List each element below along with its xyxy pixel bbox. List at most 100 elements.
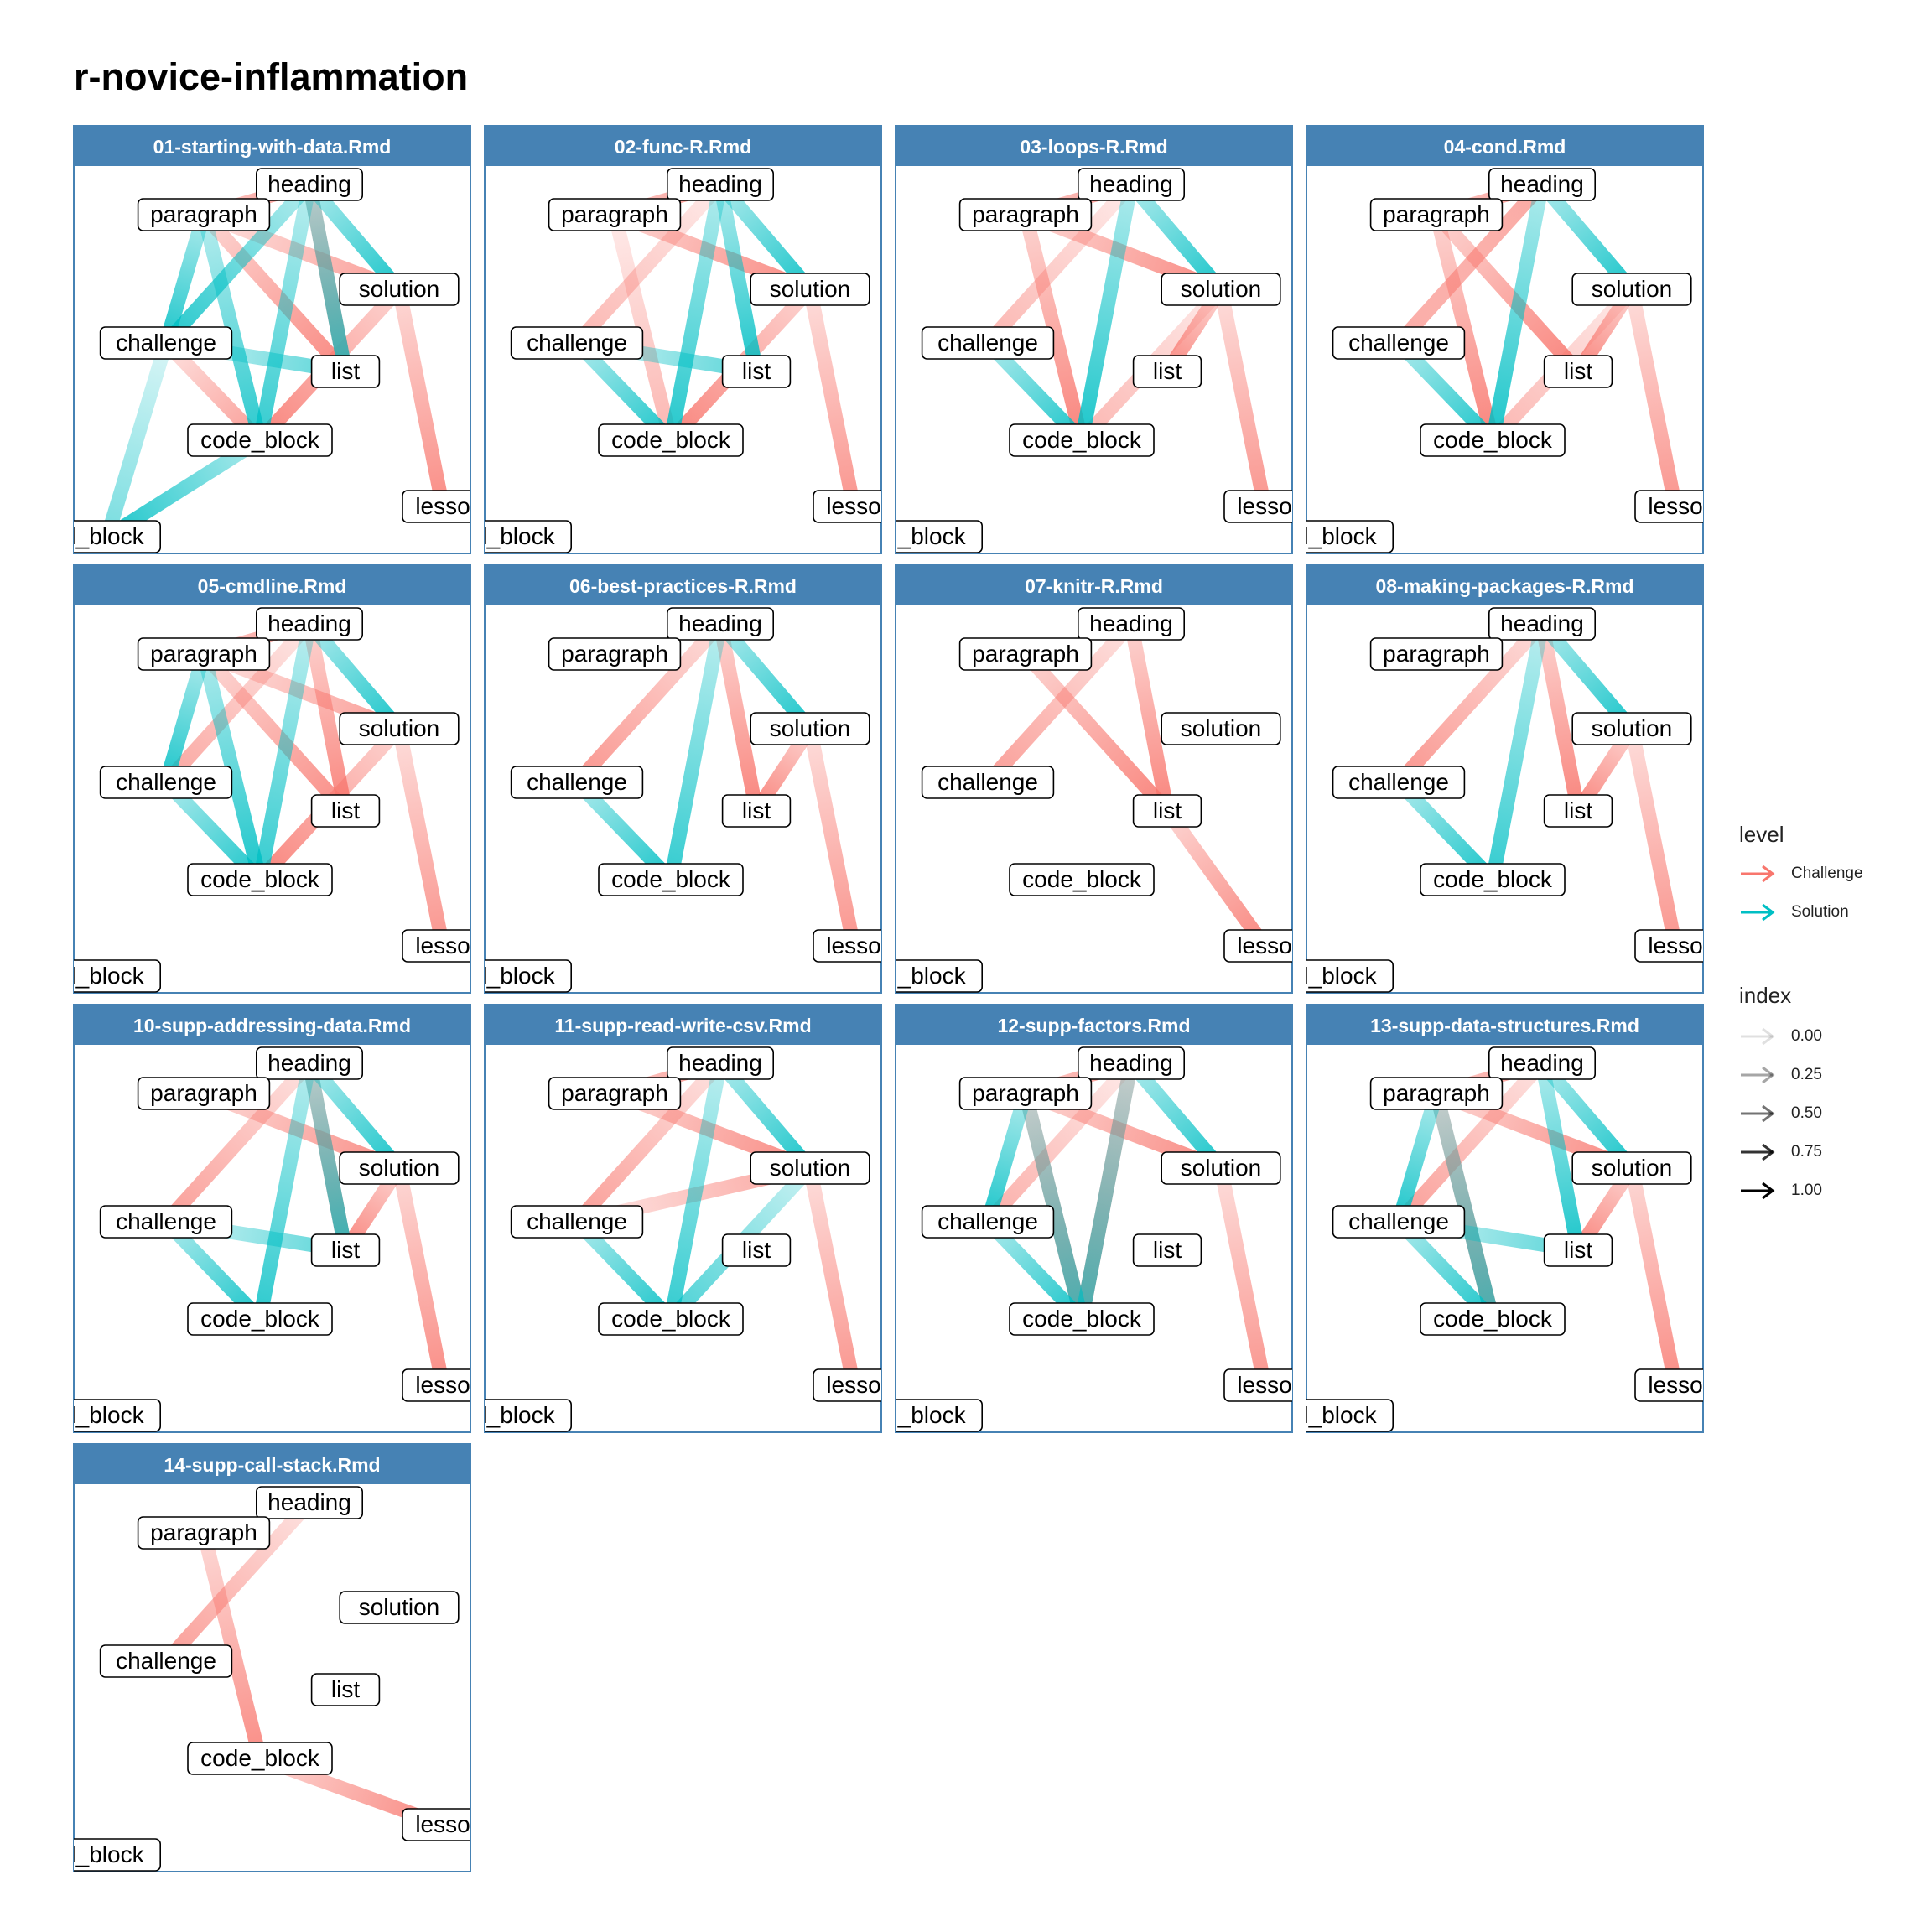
node-list: list <box>1543 1233 1613 1267</box>
node-label: code_block <box>1022 1306 1142 1332</box>
node-challenge: challenge <box>1332 766 1466 799</box>
arrow-icon <box>1741 1104 1775 1123</box>
node-label: code_block <box>200 866 320 892</box>
node-lesson: lesso <box>1634 1368 1703 1402</box>
node-heading: heading <box>1078 168 1186 201</box>
edge-solution <box>196 212 267 443</box>
node-list: list <box>1543 355 1613 388</box>
node-code-block: code_block <box>1009 863 1155 896</box>
node-label: list <box>1564 358 1592 384</box>
node-block: l_block <box>896 520 983 553</box>
node-block: l_block <box>481 520 572 553</box>
node-label: paragraph <box>1383 1080 1490 1106</box>
challenge-arrow-icon <box>1741 865 1775 883</box>
edge-challenge <box>1429 212 1500 443</box>
node-block: l_block <box>74 520 161 553</box>
legend-item-index: 1.00 <box>1739 1174 1822 1208</box>
legend-label-index: 0.75 <box>1791 1143 1822 1161</box>
edge-challenge <box>392 288 450 508</box>
edge-challenge <box>1624 288 1683 508</box>
legend-item-index: 0.25 <box>1739 1058 1822 1092</box>
edge-challenge <box>1393 1058 1548 1227</box>
facet-title: 06-best-practices-R.Rmd <box>569 575 797 597</box>
edge-solution <box>714 179 816 294</box>
facet-panel: 04-cond.Rmd heading paragraph solution chall… <box>1306 125 1704 554</box>
node-heading: heading <box>1078 607 1186 641</box>
node-label: code_block <box>611 427 731 453</box>
edge-solution <box>302 1062 353 1252</box>
node-label: code_block <box>1022 866 1142 892</box>
edge-solution <box>1485 183 1550 442</box>
node-label: paragraph <box>972 641 1079 667</box>
node-paragraph: paragraph <box>137 198 271 231</box>
node-heading: heading <box>666 607 774 641</box>
node-list: list <box>1543 794 1613 828</box>
node-lesson: lesso <box>1634 929 1703 963</box>
node-solution: solution <box>750 712 870 745</box>
node-code-block: code_block <box>598 1302 744 1336</box>
node-paragraph: paragraph <box>958 637 1093 671</box>
facet-title: 12-supp-factors.Rmd <box>997 1015 1190 1036</box>
node-label: solution <box>1592 276 1673 302</box>
node-paragraph: paragraph <box>1369 198 1504 231</box>
node-label: solution <box>1181 1155 1262 1181</box>
facet-title: 14-supp-call-stack.Rmd <box>164 1454 380 1476</box>
facet-panel: 11-supp-read-write-csv.Rmd heading paragra… <box>484 1004 882 1433</box>
node-challenge: challenge <box>99 1205 233 1239</box>
node-lesson: lesso <box>1223 490 1292 523</box>
legend-item-challenge: Challenge <box>1739 857 1863 891</box>
edge-solution <box>160 179 315 348</box>
edge-solution <box>196 652 267 882</box>
edge-challenge <box>982 179 1137 348</box>
node-label: heading <box>1500 171 1584 197</box>
node-paragraph: paragraph <box>1369 637 1504 671</box>
node-label: paragraph <box>561 201 668 227</box>
facet-title: 05-cmdline.Rmd <box>198 575 347 597</box>
edge-solution <box>714 619 816 734</box>
node-solution: solution <box>1571 273 1692 306</box>
arrow-icon <box>1741 1066 1775 1084</box>
node-list: list <box>1132 1233 1202 1267</box>
node-challenge: challenge <box>921 326 1055 360</box>
node-label: l_block <box>892 963 966 989</box>
node-block: l_block <box>892 959 983 993</box>
edge-challenge <box>1161 807 1270 950</box>
node-label: challenge <box>116 769 216 795</box>
edge-solution <box>663 622 728 881</box>
node-label: challenge <box>937 769 1038 795</box>
node-label: code_block <box>1022 427 1142 453</box>
node-lesson: lesso <box>1223 1368 1292 1402</box>
node-code-block: code_block <box>1420 423 1566 457</box>
facet-strip <box>74 565 470 605</box>
node-label: list <box>742 1237 771 1263</box>
node-label: paragraph <box>1383 201 1490 227</box>
node-label: code_block <box>200 1745 320 1771</box>
node-block: l_block <box>485 959 572 993</box>
node-paragraph: paragraph <box>958 1077 1093 1110</box>
node-label: list <box>1153 1237 1182 1263</box>
node-block: l_block <box>896 1399 983 1432</box>
edge-challenge <box>392 727 450 948</box>
facet-panel: 06-best-practices-R.Rmd heading paragraph s… <box>484 564 882 994</box>
edge-solution <box>713 183 764 373</box>
node-label: challenge <box>116 330 216 356</box>
edge-challenge <box>982 619 1137 787</box>
node-lesson: lesso <box>1634 490 1703 523</box>
edge-challenge <box>802 1166 861 1387</box>
node-solution: solution <box>339 1151 460 1185</box>
edge-challenge <box>1018 212 1089 443</box>
edge-challenge <box>1535 622 1586 813</box>
node-code-block: code_block <box>187 423 333 457</box>
node-paragraph: paragraph <box>958 198 1093 231</box>
node-label: heading <box>678 610 762 636</box>
legend-item-index: 0.75 <box>1739 1135 1822 1169</box>
edge-challenge <box>1213 1166 1272 1387</box>
facet-panel: 02-func-R.Rmd heading paragraph solution cha… <box>481 125 882 554</box>
node-label: l_block <box>70 1841 144 1867</box>
edge-solution <box>663 183 728 442</box>
edge-challenge <box>1624 1166 1683 1387</box>
node-challenge: challenge <box>99 766 233 799</box>
node-paragraph: paragraph <box>1369 1077 1504 1110</box>
node-label: challenge <box>937 1208 1038 1234</box>
node-label: l_block <box>481 523 555 549</box>
